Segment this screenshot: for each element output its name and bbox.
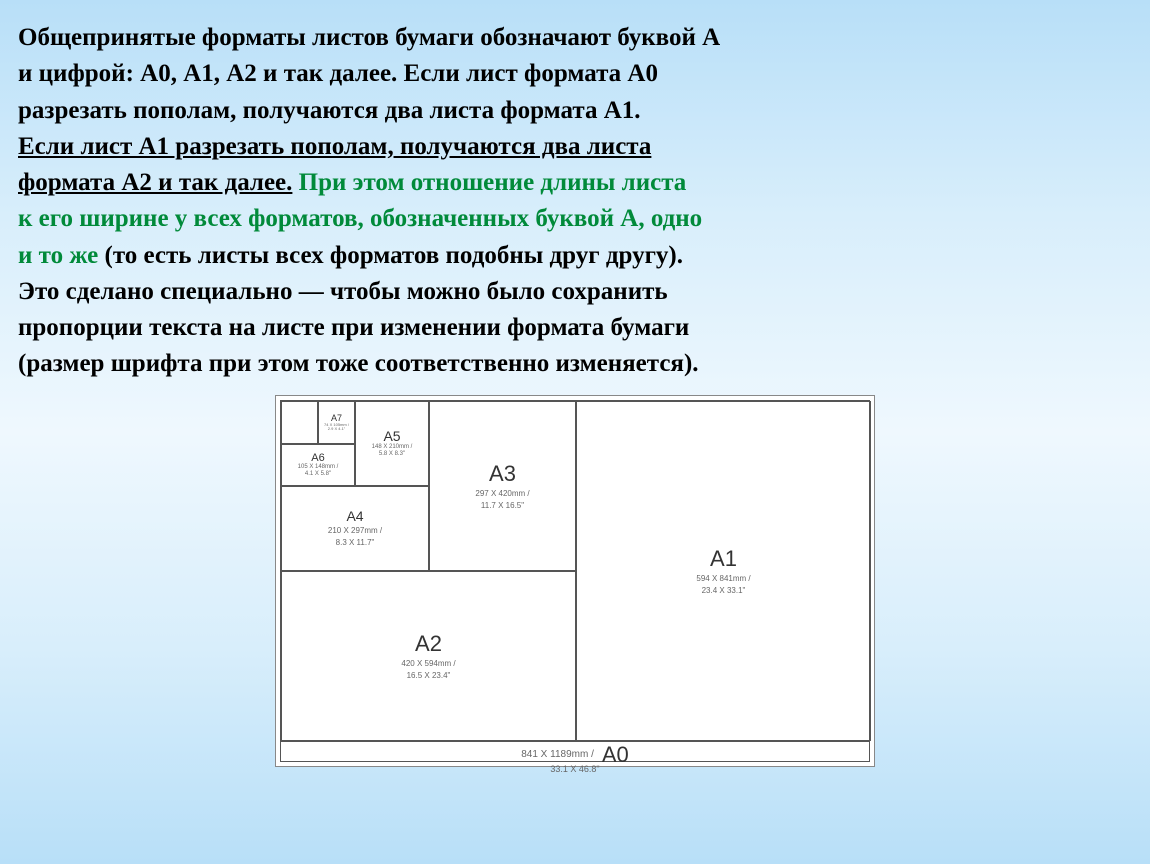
- line8: Это сделано специально — чтобы можно был…: [18, 278, 668, 305]
- a2-dim-in: 16.5 X 23.4": [407, 671, 451, 681]
- a3-dim-mm: 297 X 420mm /: [475, 489, 529, 499]
- line9: пропорции текста на листе при изменении …: [18, 314, 689, 341]
- panel-a5: A5 148 X 210mm / 5.8 X 8.3": [355, 401, 429, 486]
- line1: Общепринятые форматы листов бумаги обозн…: [18, 24, 720, 51]
- a5-dim-in: 5.8 X 8.3": [379, 451, 405, 458]
- panel-a1: A1 594 X 841mm / 23.4 X 33.1": [576, 401, 871, 741]
- a6-dim-in: 4.1 X 5.8": [305, 471, 331, 478]
- panel-a6: A6 105 X 148mm / 4.1 X 5.8": [281, 444, 355, 486]
- a6-dim-mm: 105 X 148mm /: [298, 464, 339, 471]
- line6: к его ширине у всех форматов, обозначенн…: [18, 205, 702, 232]
- a4-dim-mm: 210 X 297mm /: [328, 526, 382, 536]
- line7b: (то есть листы всех форматов подобны дру…: [98, 242, 683, 269]
- a1-label: A1: [710, 546, 737, 572]
- panel-a3: A3 297 X 420mm / 11.7 X 16.5": [429, 401, 576, 571]
- a3-dim-in: 11.7 X 16.5": [481, 501, 524, 511]
- a3-label: A3: [489, 461, 516, 487]
- a4-dim-in: 8.3 X 11.7": [336, 538, 375, 548]
- line5a: формата А2 и так далее.: [18, 169, 292, 196]
- a5-dim-mm: 148 X 210mm /: [372, 444, 413, 451]
- panel-a2: A2 420 X 594mm / 16.5 X 23.4": [281, 571, 576, 741]
- line5b: При этом отношение длины листа: [292, 169, 686, 196]
- line7a: и то же: [18, 242, 98, 269]
- main-paragraph: Общепринятые форматы листов бумаги обозн…: [18, 20, 1132, 383]
- panel-a0: 841 X 1189mm / A0 33.1 X 46.8": [281, 741, 869, 763]
- line10: (размер шрифта при этом тоже соответстве…: [18, 350, 699, 377]
- a4-label: A4: [346, 508, 363, 524]
- a7-dim-in: 2.9 X 4.1": [328, 427, 345, 431]
- a0-dim-in: 33.1 X 46.8": [550, 764, 599, 774]
- a1-dim-mm: 594 X 841mm /: [696, 574, 750, 584]
- paper-format-diagram: A1 594 X 841mm / 23.4 X 33.1" A2 420 X 5…: [280, 400, 870, 762]
- panel-a8: [281, 401, 318, 444]
- a0-label: A0: [602, 742, 629, 768]
- a5-label: A5: [383, 428, 400, 444]
- a1-dim-in: 23.4 X 33.1": [702, 586, 746, 596]
- a0-dim-mm: 841 X 1189mm /: [521, 749, 594, 760]
- diagram-frame: A1 594 X 841mm / 23.4 X 33.1" A2 420 X 5…: [275, 395, 875, 767]
- line4: Если лист А1 разрезать пополам, получают…: [18, 133, 651, 160]
- panel-a7: A7 74 X 105mm / 2.9 X 4.1": [318, 401, 355, 444]
- a2-dim-mm: 420 X 594mm /: [401, 659, 455, 669]
- a6-label: A6: [311, 452, 324, 464]
- line3: разрезать пополам, получаются два листа …: [18, 97, 641, 124]
- line2: и цифрой: А0, А1, А2 и так далее. Если л…: [18, 60, 658, 87]
- panel-a4: A4 210 X 297mm / 8.3 X 11.7": [281, 486, 429, 571]
- a2-label: A2: [415, 631, 442, 657]
- diagram-container: A1 594 X 841mm / 23.4 X 33.1" A2 420 X 5…: [18, 395, 1132, 767]
